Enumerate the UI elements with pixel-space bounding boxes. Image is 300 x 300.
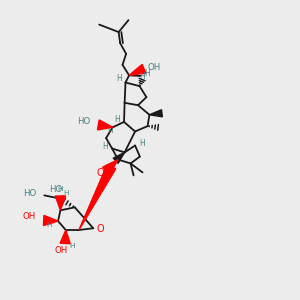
Text: H: H: [139, 139, 145, 148]
Polygon shape: [79, 164, 116, 230]
Text: H: H: [69, 243, 74, 249]
Polygon shape: [44, 215, 58, 226]
Text: H: H: [116, 74, 122, 83]
Text: H: H: [57, 185, 63, 191]
Text: OH: OH: [55, 245, 68, 254]
Text: HO: HO: [23, 188, 36, 197]
Text: H: H: [102, 142, 108, 151]
Polygon shape: [149, 110, 162, 117]
Text: OH: OH: [23, 212, 36, 221]
Polygon shape: [60, 230, 70, 244]
Text: H: H: [46, 222, 52, 228]
Polygon shape: [103, 160, 118, 175]
Polygon shape: [98, 120, 113, 130]
Text: HO: HO: [77, 117, 90, 126]
Text: H: H: [145, 69, 151, 78]
Polygon shape: [55, 196, 65, 210]
Text: O: O: [96, 224, 103, 234]
Text: HO: HO: [49, 185, 62, 194]
Text: O: O: [97, 168, 104, 178]
Text: H: H: [107, 128, 112, 134]
Text: H: H: [114, 115, 120, 124]
Polygon shape: [113, 152, 124, 164]
Text: OH: OH: [147, 63, 161, 72]
Text: H: H: [64, 190, 69, 196]
Text: H: H: [140, 72, 146, 81]
Polygon shape: [129, 64, 146, 75]
